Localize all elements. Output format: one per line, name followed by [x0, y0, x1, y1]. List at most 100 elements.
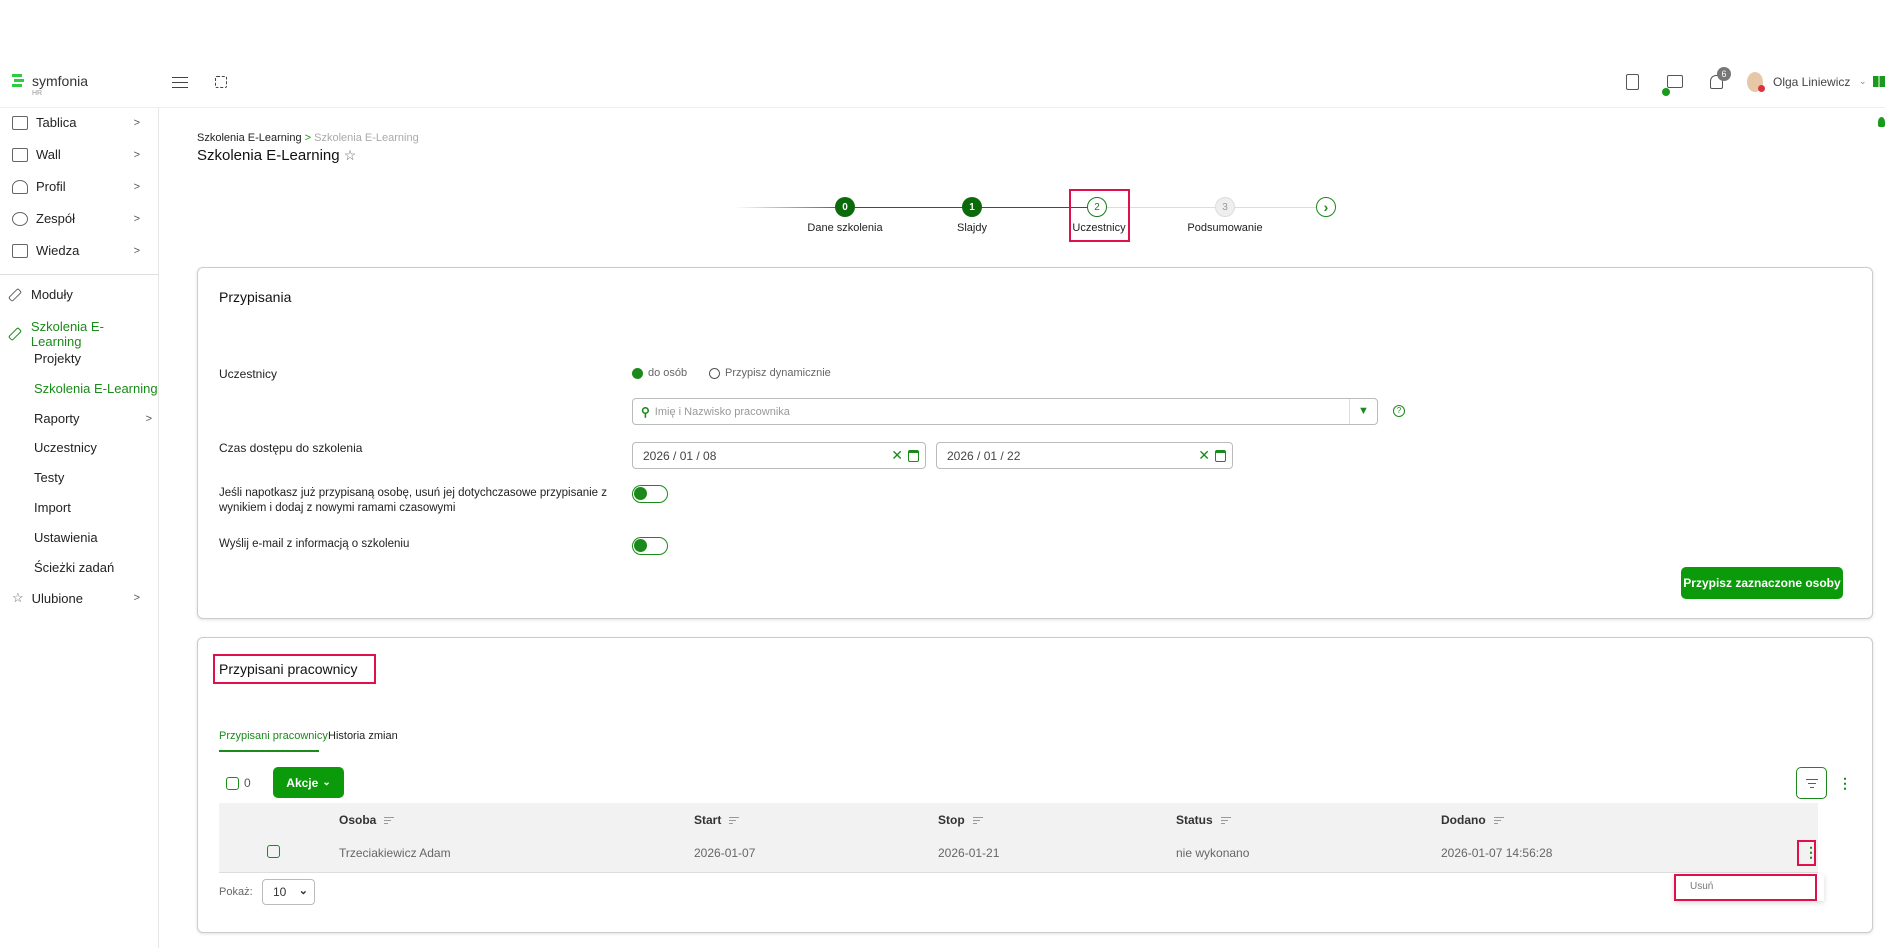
sort-icon[interactable]: [729, 817, 740, 825]
col-osoba[interactable]: Osoba: [339, 813, 395, 827]
sidebar-item-wiedza[interactable]: Wiedza >: [12, 243, 152, 258]
sort-icon[interactable]: [972, 817, 983, 825]
sidebar-sub-raporty[interactable]: Raporty >: [34, 411, 152, 426]
col-status[interactable]: Status: [1176, 813, 1231, 827]
highlight-box-step: [1069, 189, 1130, 242]
step-next-button[interactable]: ›: [1316, 197, 1336, 217]
sort-icon[interactable]: [1220, 817, 1231, 825]
stepper-line: [736, 207, 846, 208]
status-dot-icon: [1758, 85, 1765, 92]
select-all-checkbox[interactable]: [226, 777, 239, 790]
page-size-label: Pokaż:: [219, 886, 253, 898]
radio-do-osob-label[interactable]: do osób: [648, 367, 688, 379]
chevron-right-icon: >: [145, 412, 152, 425]
chevron-down-icon: ⌄: [298, 885, 308, 897]
send-email-toggle[interactable]: [632, 537, 668, 555]
col-stop[interactable]: Stop: [938, 813, 983, 827]
page-size-select[interactable]: 10 ⌄: [262, 879, 315, 905]
step-0-label: Dane szkolenia: [807, 222, 883, 234]
sidebar-item-tablica[interactable]: Tablica >: [12, 115, 152, 130]
page-title-wrap: Szkolenia E-Learning ☆: [197, 147, 356, 164]
logo-sub: HR: [32, 90, 43, 97]
fullscreen-icon[interactable]: [215, 76, 227, 88]
step-3-label: Podsumowanie: [1187, 222, 1263, 234]
employee-search-input[interactable]: ⚲ Imię i Nazwisko pracownika ▼: [632, 398, 1378, 425]
search-placeholder: Imię i Nazwisko pracownika: [654, 405, 790, 418]
chevron-right-icon: >: [133, 180, 140, 193]
step-1-circle[interactable]: 1: [962, 197, 982, 217]
sort-icon[interactable]: [1493, 817, 1504, 825]
step-1-label: Slajdy: [957, 222, 987, 234]
sidebar-item-profil[interactable]: Profil >: [12, 179, 152, 194]
date-from-input[interactable]: 2026 / 01 / 08 ✕: [632, 442, 926, 469]
sidebar-sub-szkolenia[interactable]: Szkolenia E-Learning: [34, 381, 158, 396]
help-icon[interactable]: ?: [1393, 405, 1405, 417]
table-filter-button[interactable]: [1796, 767, 1827, 799]
cell-stop: 2026-01-21: [938, 846, 1000, 860]
calendar-icon[interactable]: [1215, 449, 1226, 462]
tab-assigned[interactable]: Przypisani pracownicy: [219, 730, 328, 742]
cell-osoba: Trzeciakiewicz Adam: [339, 846, 451, 860]
search-icon: ⚲: [641, 404, 650, 419]
sidebar-sub-ustawienia[interactable]: Ustawienia: [34, 530, 98, 545]
breadcrumb-parent[interactable]: Szkolenia E-Learning: [197, 132, 302, 144]
favorite-star-icon[interactable]: ☆: [343, 147, 357, 163]
sidebar-item-szkolenia[interactable]: Szkolenia E-Learning: [7, 319, 152, 349]
actions-button[interactable]: Akcje ⌄: [273, 767, 344, 798]
clear-icon[interactable]: ✕: [1198, 447, 1210, 463]
breadcrumb: Szkolenia E-Learning > Szkolenia E-Learn…: [197, 132, 419, 144]
clipboard-icon[interactable]: [1626, 74, 1639, 90]
notification-badge: 6: [1717, 67, 1731, 81]
team-icon: [12, 211, 28, 226]
step-2-circle[interactable]: 2: [1087, 197, 1107, 217]
step-3-circle[interactable]: 3: [1215, 197, 1235, 217]
chevron-right-icon: >: [133, 244, 140, 257]
menu-item-usun[interactable]: Usuń: [1690, 881, 1714, 892]
radio-dynamic[interactable]: [709, 368, 720, 379]
document-icon: [12, 243, 28, 258]
sidebar-item-wall[interactable]: Wall >: [12, 147, 152, 162]
sidebar-sub-testy[interactable]: Testy: [34, 470, 65, 485]
sidebar-sub-import[interactable]: Import: [34, 500, 71, 515]
cell-status: nie wykonano: [1176, 846, 1250, 860]
col-dodano[interactable]: Dodano: [1441, 813, 1504, 827]
chevron-right-icon: >: [133, 592, 140, 604]
menu-icon[interactable]: [172, 77, 188, 88]
apps-grid-icon[interactable]: [1873, 76, 1885, 87]
sidebar-sub-projekty[interactable]: Projekty: [34, 351, 81, 366]
row-context-menu: Usuń: [1674, 874, 1824, 901]
send-email-label: Wyślij e-mail z informacją o szkoleniu: [219, 538, 410, 550]
calendar-icon[interactable]: [908, 449, 919, 462]
highlight-box-title: [213, 654, 376, 684]
chevron-right-icon: >: [133, 212, 140, 225]
assigned-title: Przypisani pracownicy: [219, 661, 358, 677]
sidebar-divider: [0, 274, 159, 275]
filter-funnel-icon[interactable]: ▼: [1349, 399, 1377, 424]
sidebar-sub-uczestnicy[interactable]: Uczestnicy: [34, 440, 97, 455]
chevron-down-icon[interactable]: ⌄: [1859, 76, 1867, 86]
chat-icon[interactable]: [1667, 75, 1683, 88]
clear-icon[interactable]: ✕: [891, 447, 903, 463]
sidebar-item-moduly[interactable]: Moduły: [7, 287, 152, 302]
user-name[interactable]: Olga Liniewicz: [1773, 75, 1851, 89]
row-checkbox[interactable]: [267, 845, 280, 858]
user-icon: [12, 179, 28, 194]
sidebar-sub-sciezki[interactable]: Ścieżki zadań: [34, 560, 115, 575]
lightbulb-icon[interactable]: [1878, 117, 1885, 127]
assign-selected-button[interactable]: Przypisz zaznaczone osoby: [1681, 567, 1843, 599]
col-start[interactable]: Start: [694, 813, 740, 827]
online-status-icon: [1662, 88, 1670, 96]
date-to-input[interactable]: 2026 / 01 / 22 ✕: [936, 442, 1233, 469]
sort-icon[interactable]: [384, 817, 395, 825]
breadcrumb-current: Szkolenia E-Learning: [314, 132, 419, 144]
radio-do-osob[interactable]: [632, 368, 643, 379]
step-0-circle[interactable]: 0: [835, 197, 855, 217]
sidebar-item-zespol[interactable]: Zespół >: [12, 211, 152, 226]
radio-dynamic-label[interactable]: Przypisz dynamicznie: [725, 367, 831, 379]
monitor-icon: [12, 115, 28, 130]
tab-history[interactable]: Historia zmian: [328, 730, 398, 742]
sidebar-item-ulubione[interactable]: ☆ Ulubione >: [12, 590, 140, 606]
bell-icon[interactable]: [1710, 75, 1723, 89]
replace-assignment-toggle[interactable]: [632, 485, 668, 503]
table-options-kebab-icon[interactable]: ⋮: [1838, 775, 1852, 791]
